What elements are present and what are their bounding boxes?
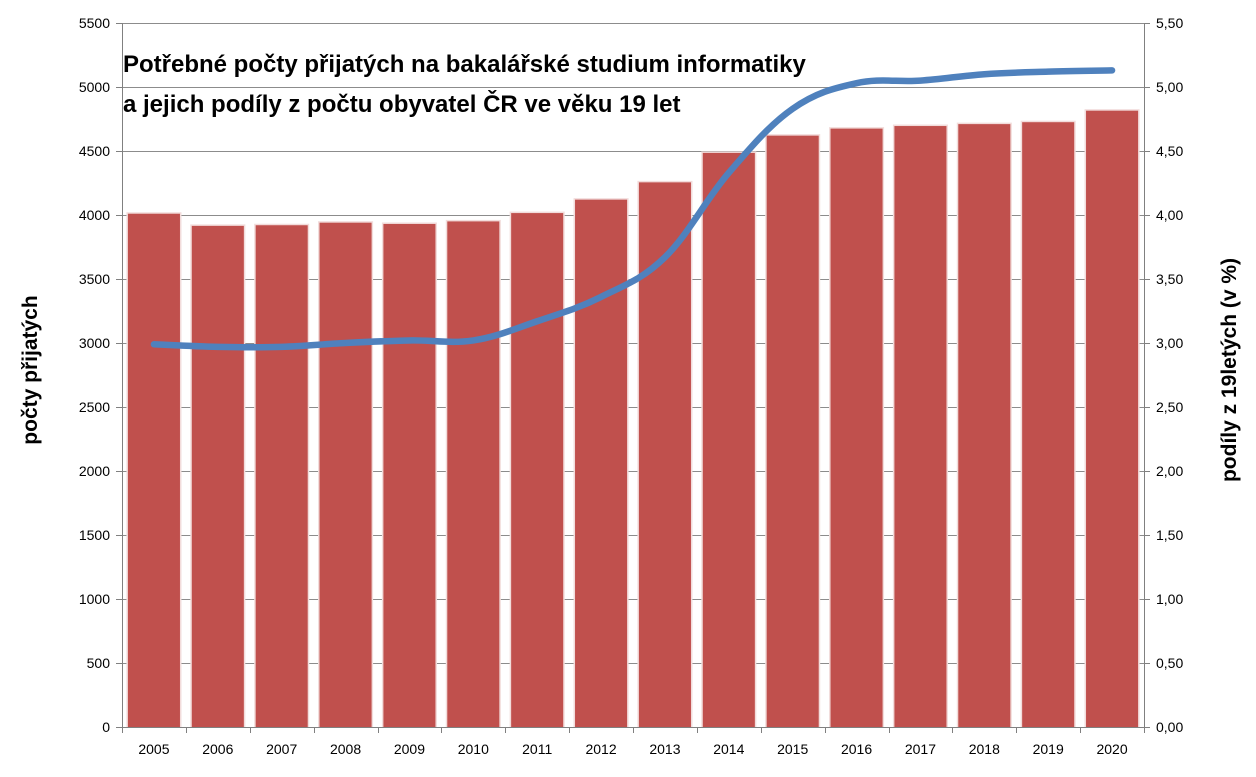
bar-2005 — [127, 213, 180, 728]
x-tick-label: 2020 — [1096, 741, 1127, 757]
bar-series — [126, 109, 1140, 728]
left-tick-label: 500 — [87, 655, 111, 671]
x-tick-label: 2017 — [905, 741, 936, 757]
left-tick-label: 1000 — [79, 591, 110, 607]
bar-2016 — [830, 128, 883, 728]
x-tick-label: 2016 — [841, 741, 872, 757]
x-tick-label: 2015 — [777, 741, 808, 757]
x-axis-tick-labels: 2005 2006 2007 2008 2009 2010 2011 2012 2013 2014… — [138, 741, 1127, 757]
right-tick-label: 5,50 — [1156, 15, 1183, 31]
bar-2012 — [575, 199, 628, 727]
x-tick-label: 2006 — [202, 741, 233, 757]
bar-2014 — [702, 152, 755, 728]
right-axis-tick-labels: 0,00 0,50 1,00 1,50 2,00 2,50 3,00 3,50 4,00 4,50… — [1156, 15, 1183, 735]
bar-2013 — [638, 182, 691, 728]
left-tick-label: 2000 — [79, 463, 110, 479]
x-tick-label: 2011 — [522, 741, 552, 757]
right-tick-label: 4,00 — [1156, 207, 1183, 223]
right-tick-label: 0,50 — [1156, 655, 1183, 671]
y-axis-title: počty přijatých — [19, 295, 42, 444]
x-tick-label: 2018 — [969, 741, 1000, 757]
right-tick-label: 3,50 — [1156, 271, 1183, 287]
right-tick-label: 1,50 — [1156, 527, 1183, 543]
right-tick-label: 1,00 — [1156, 591, 1183, 607]
share-line — [150, 67, 1116, 351]
left-tick-label: 5500 — [79, 15, 110, 31]
right-tick-label: 0,00 — [1156, 719, 1183, 735]
left-tick-label: 1500 — [79, 527, 110, 543]
bar-2011 — [511, 213, 564, 727]
x-tick-label: 2007 — [266, 741, 297, 757]
left-tick-label: 3500 — [79, 271, 110, 287]
line-series — [150, 67, 1116, 351]
x-tick-label: 2010 — [458, 741, 489, 757]
x-tick-label: 2012 — [585, 741, 616, 757]
bar-2019 — [1022, 122, 1075, 727]
right-tick-label: 2,00 — [1156, 463, 1183, 479]
bar-2017 — [894, 126, 947, 728]
right-tick-label: 3,00 — [1156, 335, 1183, 351]
y2-axis-title: podíly z 19letých (v %) — [1218, 258, 1241, 482]
bar-2008 — [319, 222, 372, 727]
bar-2007 — [255, 225, 308, 728]
right-tick-label: 2,50 — [1156, 399, 1183, 415]
x-tick-label: 2009 — [394, 741, 425, 757]
x-tick-label: 2014 — [713, 741, 744, 757]
chart-title-line-2: a jejich podíly z počtu obyvatel ČR ve v… — [123, 90, 681, 118]
bar-2020 — [1086, 110, 1139, 728]
bar-2015 — [766, 135, 819, 727]
x-tick-label: 2005 — [138, 741, 169, 757]
left-tick-label: 4500 — [79, 143, 110, 159]
left-tick-label: 4000 — [79, 207, 110, 223]
right-tick-label: 5,00 — [1156, 79, 1183, 95]
left-tick-label: 5000 — [79, 79, 110, 95]
right-tick-label: 4,50 — [1156, 143, 1183, 159]
left-tick-label: 0 — [102, 719, 110, 735]
bar-2009 — [383, 223, 436, 727]
chart-title-line-1: Potřebné počty přijatých na bakalářské s… — [123, 51, 807, 78]
bar-2018 — [958, 124, 1011, 728]
left-axis-tick-labels: 0 500 1000 1500 2000 2500 3000 3500 4000 4500 5000… — [79, 15, 110, 735]
left-tick-label: 3000 — [79, 335, 110, 351]
bar-2010 — [447, 221, 500, 727]
bar-2006 — [191, 225, 244, 727]
axes — [116, 23, 1150, 733]
left-tick-label: 2500 — [79, 399, 110, 415]
x-tick-label: 2019 — [1033, 741, 1064, 757]
x-tick-label: 2013 — [649, 741, 680, 757]
x-tick-label: 2008 — [330, 741, 361, 757]
